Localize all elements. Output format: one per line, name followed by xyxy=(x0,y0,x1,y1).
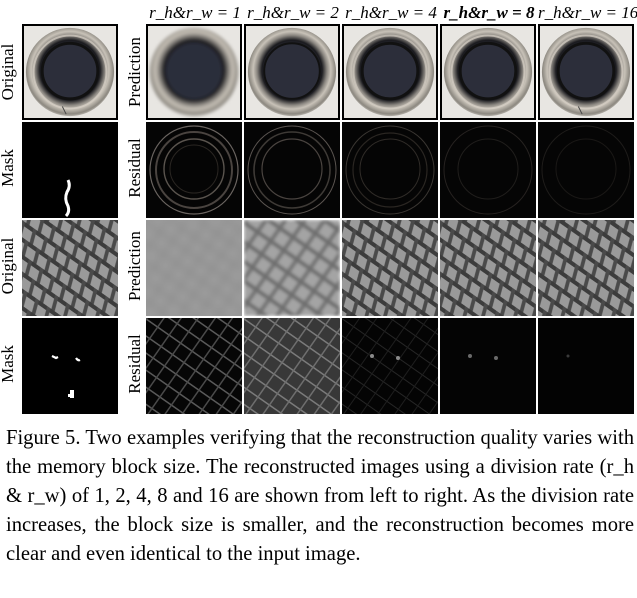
column-header-3: r_h&r_w = 4 xyxy=(345,3,437,22)
original-image-bottle xyxy=(22,24,118,120)
row-label-residual-1: Residual xyxy=(125,138,144,198)
row-label-residual-2: Residual xyxy=(125,334,144,394)
residual-mesh-rate-1 xyxy=(146,318,242,414)
row-label-prediction-2: Prediction xyxy=(125,231,144,301)
prediction-mesh-rate-4 xyxy=(342,220,438,316)
residual-bottle-rate-1 xyxy=(146,122,242,218)
caption-text: Figure 5. Two examples verifying that th… xyxy=(6,427,634,565)
left-label-mask-2: Mask xyxy=(0,345,17,383)
residual-bottle-rate-16 xyxy=(538,122,634,218)
mask-bottle xyxy=(22,122,118,218)
prediction-bottle-rate-16 xyxy=(538,24,634,120)
prediction-mesh-rate-8 xyxy=(440,220,536,316)
prediction-bottle-rate-8 xyxy=(440,24,536,120)
prediction-mesh-rate-1 xyxy=(146,220,242,316)
column-header-4: r_h&r_w = 8 xyxy=(443,3,535,22)
residual-mesh-rate-2 xyxy=(244,318,340,414)
left-label-original-2: Original xyxy=(0,237,17,295)
residual-mesh-rate-16 xyxy=(538,318,634,414)
residual-bottle-rate-2 xyxy=(244,122,340,218)
residual-mesh-rate-8 xyxy=(440,318,536,414)
residual-mesh-rate-4 xyxy=(342,318,438,414)
original-image-mesh xyxy=(22,220,118,316)
prediction-bottle-rate-4 xyxy=(342,24,438,120)
prediction-bottle-rate-2 xyxy=(244,24,340,120)
figure-caption: Figure 5. Two examples verifying that th… xyxy=(6,424,634,569)
prediction-mesh-rate-16 xyxy=(538,220,634,316)
column-header-2: r_h&r_w = 2 xyxy=(247,3,339,22)
residual-bottle-rate-8 xyxy=(440,122,536,218)
mask-mesh xyxy=(22,318,118,414)
row-label-prediction-1: Prediction xyxy=(125,37,144,107)
column-header-1: r_h&r_w = 1 xyxy=(149,3,241,22)
left-label-original-1: Original xyxy=(0,43,17,101)
prediction-mesh-rate-2 xyxy=(244,220,340,316)
residual-bottle-rate-4 xyxy=(342,122,438,218)
prediction-bottle-rate-1 xyxy=(146,24,242,120)
left-label-mask-1: Mask xyxy=(0,149,17,187)
column-header-5: r_h&r_w = 16 xyxy=(538,3,637,22)
